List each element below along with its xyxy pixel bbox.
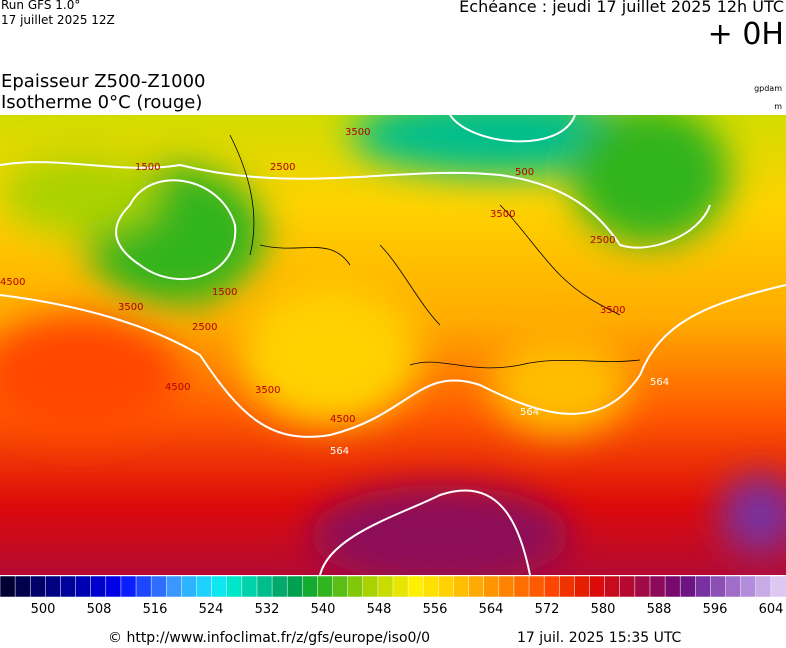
color-swatch [438,576,455,598]
title-line2: Isotherme 0°C (rouge) [1,92,203,113]
color-swatch [513,576,530,598]
contour-label: 4500 [0,277,25,288]
unit-top: gpdam [754,84,782,93]
color-swatch [150,576,168,598]
colorbar-tick-label: 596 [703,602,728,616]
color-swatch [29,576,47,598]
contour-label: 564 [650,377,669,388]
color-swatch [498,576,515,598]
color-swatch [332,576,349,598]
color-swatch [679,576,697,598]
colorbar-tick-label: 580 [591,602,616,616]
color-swatch [271,576,288,598]
contour-label: 2500 [270,162,295,173]
color-swatch [256,576,273,598]
color-swatch [755,576,772,598]
color-swatch [483,576,500,598]
color-swatch [725,576,742,598]
contour-label: 1500 [212,287,237,298]
color-swatch [468,576,485,598]
contour-label: 500 [515,167,534,178]
contour-label: 2500 [590,235,615,246]
colorbar-tick-label: 516 [143,602,168,616]
color-swatch [377,576,394,598]
color-swatch [166,576,183,598]
color-swatch [589,576,606,598]
color-swatch [196,576,213,598]
colorbar-tick-label: 508 [87,602,112,616]
color-swatch [740,576,757,598]
colorbar-tick-label: 524 [199,602,224,616]
color-swatch [453,576,470,598]
color-swatch [0,576,16,598]
color-swatch [302,576,319,598]
contour-label: 2500 [192,322,217,333]
color-swatch [14,576,31,598]
colorbar-tick-label: 604 [759,602,784,616]
colorbar-tick-label: 572 [535,602,560,616]
color-swatch [407,576,424,598]
colorbar-tick-label: 500 [31,602,56,616]
color-swatch [634,576,651,598]
color-swatch [528,576,545,598]
color-swatch [392,576,409,598]
color-swatch [120,576,137,598]
color-swatch [135,576,152,598]
colorbar-tick-label: 540 [311,602,336,616]
color-swatch [649,576,666,598]
contour-label: 3500 [490,209,515,220]
contour-label: 3500 [118,302,143,313]
color-swatch [60,576,77,598]
footer-url: © http://www.infoclimat.fr/z/gfs/europe/… [108,630,431,646]
contour-label: 4500 [165,382,190,393]
unit-bottom: m [774,102,782,111]
contour-label: 1500 [135,162,160,173]
color-swatch [181,576,198,598]
color-swatch [664,576,681,598]
contour-label: 3500 [255,385,280,396]
color-swatch [362,576,379,598]
color-swatch [422,576,440,598]
color-swatch [710,576,727,598]
run-label: Run GFS 1.0° [1,0,81,12]
colorbar-tick-label: 532 [255,602,280,616]
title-line1: Epaisseur Z500-Z1000 [1,71,206,92]
color-swatch [45,576,62,598]
color-swatch [90,576,107,598]
contour-label: 3500 [600,305,625,316]
color-swatch [574,576,591,598]
colorbar-tick-label: 556 [423,602,448,616]
map: 3500 2500 1500 500 3500 2500 4500 3500 3500 4500 5… [0,115,786,575]
color-swatch [226,576,243,598]
color-swatch [286,576,304,598]
color-swatch [75,576,92,598]
color-swatch [604,576,621,598]
colorbar-tick-label: 564 [479,602,504,616]
color-swatch [559,576,576,598]
color-swatch [105,576,122,598]
color-swatch [317,576,334,598]
color-swatch [619,576,636,598]
color-swatch [211,576,228,598]
colorbar-tick-label: 588 [647,602,672,616]
contour-label: 3500 [345,127,370,138]
color-swatch [241,576,258,598]
color-swatch [770,576,786,598]
colorbar-tick-label: 548 [367,602,392,616]
color-swatch [695,576,712,598]
color-swatch [347,576,364,598]
contour-label: 564 [330,446,349,457]
footer-time: 17 juil. 2025 15:35 UTC [517,630,682,646]
lead-time: + 0H [707,17,784,52]
color-swatch [543,576,561,598]
run-date: 17 juillet 2025 12Z [1,13,115,27]
colorbar: 500 508 516 524 532 540 548 556 564 572 580 588 596 6… [0,576,786,616]
contour-label: 4500 [330,414,355,425]
contour-label: 564 [520,407,539,418]
valid-time: Echéance : jeudi 17 juillet 2025 12h UTC [459,0,784,16]
